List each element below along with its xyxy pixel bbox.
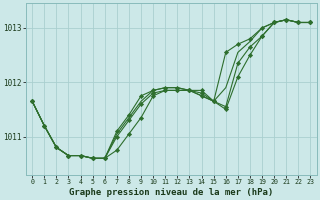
X-axis label: Graphe pression niveau de la mer (hPa): Graphe pression niveau de la mer (hPa) (69, 188, 274, 197)
